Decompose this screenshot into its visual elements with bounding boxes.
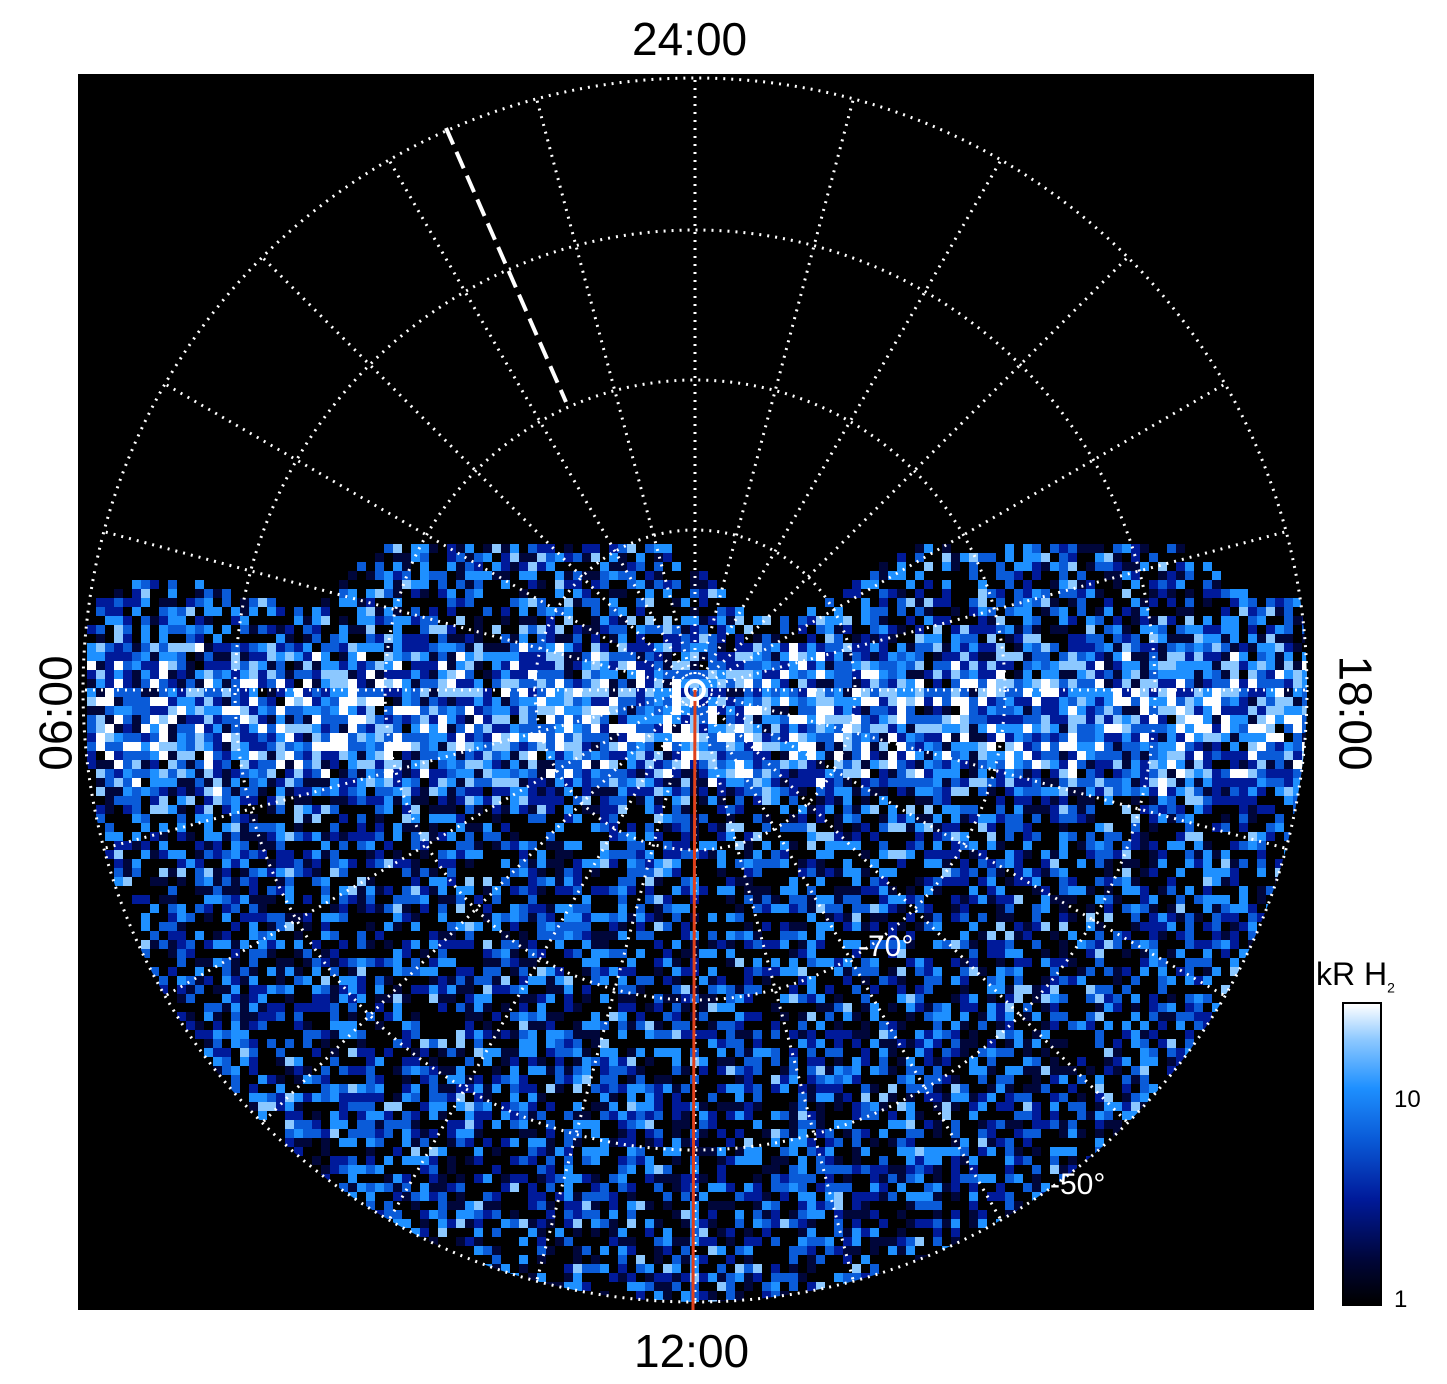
local-time-label-right: 18:00 — [1329, 655, 1382, 771]
lat-lon-grid — [81, 76, 1309, 1304]
colorbar-title-text: kR H — [1316, 956, 1388, 992]
colorbar — [1342, 1002, 1382, 1306]
polar-auroral-map — [78, 74, 1314, 1310]
auroral-emission-layer — [87, 544, 1307, 1302]
polar-projection-svg — [81, 76, 1309, 1310]
noon-meridian-line — [691, 689, 697, 1310]
colorbar-title: kR H2 — [1316, 956, 1395, 995]
latitude-label-outer: -50° — [1050, 1168, 1106, 1201]
colorbar-tick-10: 10 — [1394, 1086, 1421, 1113]
local-time-label-bottom: 12:00 — [634, 1325, 750, 1377]
highlighted-meridian — [444, 127, 568, 403]
colorbar-tick-1: 1 — [1394, 1286, 1408, 1313]
local-time-label-left: 06:00 — [29, 655, 82, 771]
colorbar-title-subscript: 2 — [1387, 979, 1395, 996]
local-time-label-top: 24:00 — [632, 13, 748, 65]
latitude-label-inner: -70° — [858, 930, 914, 963]
pole-marker — [684, 679, 706, 701]
